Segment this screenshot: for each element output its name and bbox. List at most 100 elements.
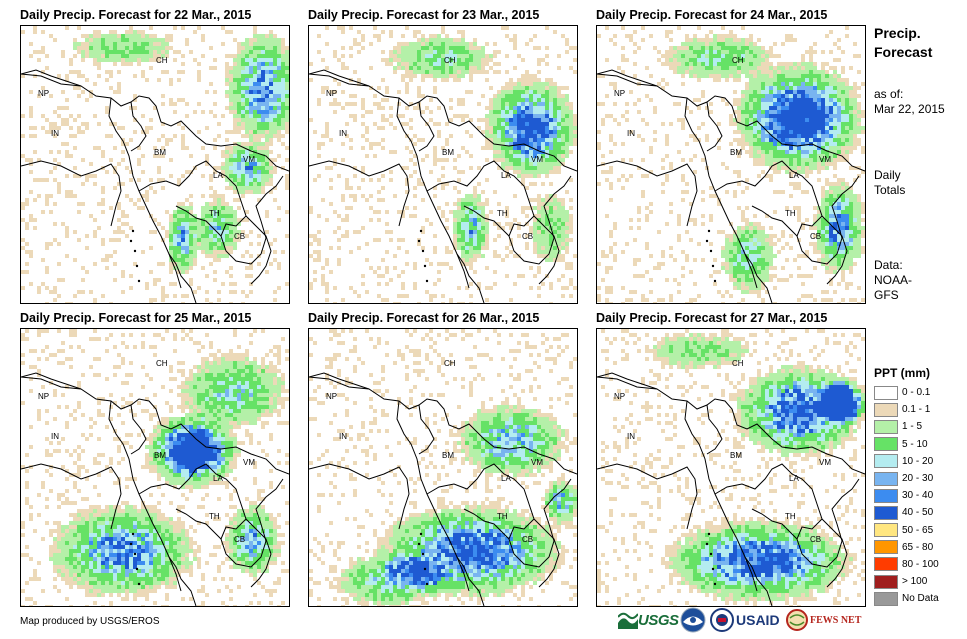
panel-title: Daily Precip. Forecast for 24 Mar., 2015	[596, 8, 828, 22]
fews-net-logo: FEWS NET	[786, 605, 861, 635]
legend-label: 20 - 30	[902, 473, 934, 485]
country-label-cb: CB	[234, 232, 245, 241]
country-border	[245, 215, 272, 285]
precip-map: CH NP IN BM LA VM TH CB	[596, 328, 866, 607]
country-label-la: LA	[789, 474, 799, 483]
legend-swatch	[874, 540, 898, 555]
country-label-ch: CH	[732, 359, 744, 368]
country-border	[597, 69, 658, 87]
legend-swatch	[874, 488, 898, 503]
island	[133, 552, 137, 556]
country-label-vm: VM	[531, 458, 543, 467]
noaa-seal-icon	[680, 607, 706, 633]
legend-item: 5 - 10	[874, 436, 964, 453]
country-border	[597, 376, 865, 475]
country-border	[463, 205, 510, 237]
legend-swatch	[874, 454, 898, 469]
legend-item: 40 - 50	[874, 504, 964, 521]
island	[135, 567, 139, 571]
usgs-logo-text: USGS	[638, 611, 679, 629]
country-border	[309, 463, 410, 530]
legend-item: No Data	[874, 590, 964, 607]
country-border	[714, 160, 860, 265]
legend-label: 5 - 10	[902, 438, 928, 450]
island	[709, 552, 713, 556]
country-label-la: LA	[501, 474, 511, 483]
island	[137, 279, 141, 283]
country-border	[245, 518, 272, 588]
island	[705, 239, 709, 243]
country-border	[418, 404, 435, 455]
usgs-wave-icon	[618, 612, 638, 629]
legend-swatch	[874, 419, 898, 434]
country-label-cb: CB	[522, 535, 533, 544]
map-panel-5: Daily Precip. Forecast for 26 Mar., 2015…	[308, 311, 578, 611]
country-border	[21, 372, 82, 390]
country-label-bm: BM	[730, 451, 742, 460]
island	[417, 239, 421, 243]
country-label-th: TH	[497, 209, 508, 218]
island	[421, 552, 425, 556]
country-label-ch: CH	[444, 56, 456, 65]
country-label-np: NP	[38, 89, 49, 98]
noaa-logo	[680, 605, 706, 635]
country-border	[751, 205, 798, 237]
country-border	[533, 215, 560, 285]
totals-line2: Totals	[874, 183, 906, 197]
panel-title: Daily Precip. Forecast for 22 Mar., 2015	[20, 8, 252, 22]
legend-label: 0.1 - 1	[902, 404, 931, 416]
legend-swatch	[874, 437, 898, 452]
country-label-vm: VM	[531, 155, 543, 164]
country-label-cb: CB	[810, 232, 821, 241]
country-border	[309, 69, 370, 87]
precip-field	[309, 26, 577, 303]
country-label-cb: CB	[234, 535, 245, 544]
map-panel-6: Daily Precip. Forecast for 27 Mar., 2015…	[596, 311, 866, 611]
country-label-la: LA	[501, 171, 511, 180]
island	[131, 229, 135, 233]
country-label-th: TH	[785, 512, 796, 521]
country-label-th: TH	[209, 512, 220, 521]
legend-label: 65 - 80	[902, 541, 934, 553]
credit-text: Map produced by USGS/EROS	[20, 616, 160, 627]
country-label-bm: BM	[730, 148, 742, 157]
island	[713, 279, 717, 283]
country-label-in: IN	[627, 129, 635, 138]
island	[707, 229, 711, 233]
sidebar-title: Precip. Forecast	[874, 24, 964, 62]
country-border	[418, 101, 435, 152]
island	[711, 567, 715, 571]
panel-title: Daily Precip. Forecast for 23 Mar., 2015	[308, 8, 540, 22]
precip-field	[21, 26, 289, 303]
precip-map-canvas: CH NP IN BM LA VM TH CB	[309, 26, 577, 303]
country-label-np: NP	[614, 89, 625, 98]
legend-swatch	[874, 471, 898, 486]
legend-swatch	[874, 385, 898, 400]
country-border	[597, 73, 865, 172]
island	[425, 582, 429, 586]
island	[419, 229, 423, 233]
usaid-seal-icon	[710, 608, 734, 632]
country-border	[744, 253, 773, 303]
country-label-np: NP	[326, 89, 337, 98]
country-label-ch: CH	[156, 56, 168, 65]
legend-item: 80 - 100	[874, 556, 964, 573]
country-border	[744, 556, 773, 606]
as-of-text: as of: Mar 22, 2015	[874, 87, 964, 117]
country-border	[463, 508, 510, 540]
island	[135, 264, 139, 268]
legend-item: 1 - 5	[874, 418, 964, 435]
legend-label: 40 - 50	[902, 507, 934, 519]
sidebar-title-line2: Forecast	[874, 44, 933, 60]
country-border	[309, 73, 577, 172]
country-border	[597, 160, 698, 227]
map-panel-3: Daily Precip. Forecast for 24 Mar., 2015…	[596, 8, 866, 308]
precip-map: CH NP IN BM LA VM TH CB	[308, 328, 578, 607]
island	[131, 532, 135, 536]
island	[423, 264, 427, 268]
legend-item: 65 - 80	[874, 539, 964, 556]
island	[713, 582, 717, 586]
precip-map: CH NP IN BM LA VM TH CB	[20, 328, 290, 607]
legend-swatch	[874, 574, 898, 589]
data-source-label: Data:	[874, 258, 903, 272]
